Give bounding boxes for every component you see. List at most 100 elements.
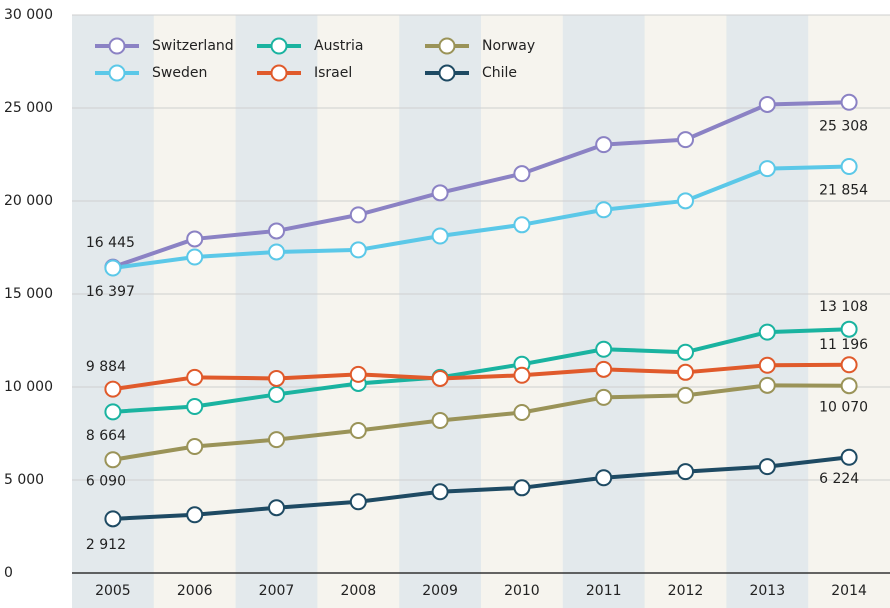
point bbox=[431, 369, 449, 387]
point bbox=[677, 363, 694, 381]
point bbox=[595, 360, 613, 378]
data-label: 11 196 bbox=[819, 337, 868, 353]
series-line bbox=[112, 100, 850, 270]
series-line bbox=[112, 383, 850, 462]
legend-marker bbox=[270, 64, 288, 82]
point bbox=[268, 499, 285, 517]
point bbox=[677, 343, 694, 361]
y-tick-label: 15 000 bbox=[4, 286, 53, 302]
point bbox=[595, 469, 613, 487]
legend-label: Norway bbox=[482, 38, 535, 54]
legend-label: Switzerland bbox=[152, 38, 234, 54]
x-tick-label: 2011 bbox=[586, 583, 622, 599]
legend-marker bbox=[108, 64, 126, 82]
point bbox=[840, 158, 858, 176]
legend-marker bbox=[438, 37, 456, 55]
y-tick-label: 5 000 bbox=[4, 472, 44, 488]
x-tick-label: 2014 bbox=[831, 583, 867, 599]
data-label: 9 884 bbox=[86, 359, 126, 375]
point bbox=[595, 340, 613, 358]
point bbox=[104, 259, 122, 277]
data-label: 25 308 bbox=[819, 118, 868, 134]
point bbox=[186, 506, 204, 524]
band bbox=[562, 15, 645, 608]
x-tick-label: 2008 bbox=[340, 583, 376, 599]
point bbox=[513, 366, 531, 384]
data-label: 13 108 bbox=[819, 299, 868, 315]
point bbox=[840, 448, 858, 466]
point bbox=[677, 131, 694, 149]
legend-marker bbox=[108, 37, 126, 55]
point bbox=[513, 165, 531, 183]
series-line bbox=[112, 164, 850, 270]
point bbox=[104, 510, 122, 528]
x-tick-label: 2010 bbox=[504, 583, 540, 599]
data-label: 10 070 bbox=[819, 400, 868, 416]
data-label: 6 090 bbox=[86, 474, 126, 490]
point bbox=[758, 458, 776, 476]
point bbox=[677, 386, 694, 404]
series-line bbox=[112, 455, 850, 521]
x-tick-label: 2009 bbox=[422, 583, 458, 599]
x-tick-label: 2012 bbox=[668, 583, 704, 599]
legend-label: Sweden bbox=[152, 65, 207, 81]
band bbox=[726, 15, 809, 608]
point bbox=[349, 206, 367, 224]
data-label: 21 854 bbox=[819, 183, 868, 199]
x-tick-label: 2007 bbox=[259, 583, 295, 599]
point bbox=[840, 377, 858, 395]
point bbox=[349, 422, 367, 440]
point bbox=[513, 403, 531, 421]
point bbox=[513, 216, 531, 234]
x-tick-label: 2005 bbox=[95, 583, 131, 599]
y-tick-label: 0 bbox=[4, 565, 13, 581]
point bbox=[595, 388, 613, 406]
band bbox=[399, 15, 481, 608]
data-label: 16 445 bbox=[86, 235, 135, 251]
data-label: 2 912 bbox=[86, 537, 126, 553]
data-label: 16 397 bbox=[86, 284, 135, 300]
point bbox=[186, 230, 204, 248]
y-tick-label: 30 000 bbox=[4, 7, 53, 23]
data-label: 8 664 bbox=[86, 428, 126, 444]
legend-marker bbox=[270, 37, 288, 55]
point bbox=[677, 463, 694, 481]
point bbox=[268, 369, 285, 387]
point bbox=[186, 248, 204, 266]
point bbox=[268, 431, 285, 449]
point bbox=[431, 227, 449, 245]
point bbox=[268, 243, 285, 261]
point bbox=[268, 385, 285, 403]
point bbox=[268, 222, 285, 240]
band bbox=[72, 15, 154, 608]
point bbox=[104, 451, 122, 469]
legend-label: Austria bbox=[314, 38, 363, 54]
point bbox=[431, 411, 449, 429]
y-tick-label: 25 000 bbox=[4, 100, 53, 116]
point bbox=[349, 241, 367, 259]
point bbox=[758, 356, 776, 374]
point bbox=[186, 398, 204, 416]
point bbox=[595, 201, 613, 219]
point bbox=[840, 356, 858, 374]
point bbox=[349, 365, 367, 383]
point bbox=[840, 320, 858, 338]
point bbox=[186, 438, 204, 456]
y-tick-label: 20 000 bbox=[4, 193, 53, 209]
point bbox=[840, 93, 858, 111]
point bbox=[758, 376, 776, 394]
point bbox=[513, 479, 531, 497]
point bbox=[431, 483, 449, 501]
legend-marker bbox=[438, 64, 456, 82]
point bbox=[104, 403, 122, 421]
point bbox=[431, 184, 449, 202]
legend-label: Chile bbox=[482, 65, 517, 81]
legend-label: Israel bbox=[314, 65, 352, 81]
point bbox=[758, 95, 776, 113]
y-tick-label: 10 000 bbox=[4, 379, 53, 395]
point bbox=[758, 323, 776, 341]
point bbox=[104, 380, 122, 398]
data-label: 6 224 bbox=[819, 471, 859, 487]
point bbox=[677, 192, 694, 210]
